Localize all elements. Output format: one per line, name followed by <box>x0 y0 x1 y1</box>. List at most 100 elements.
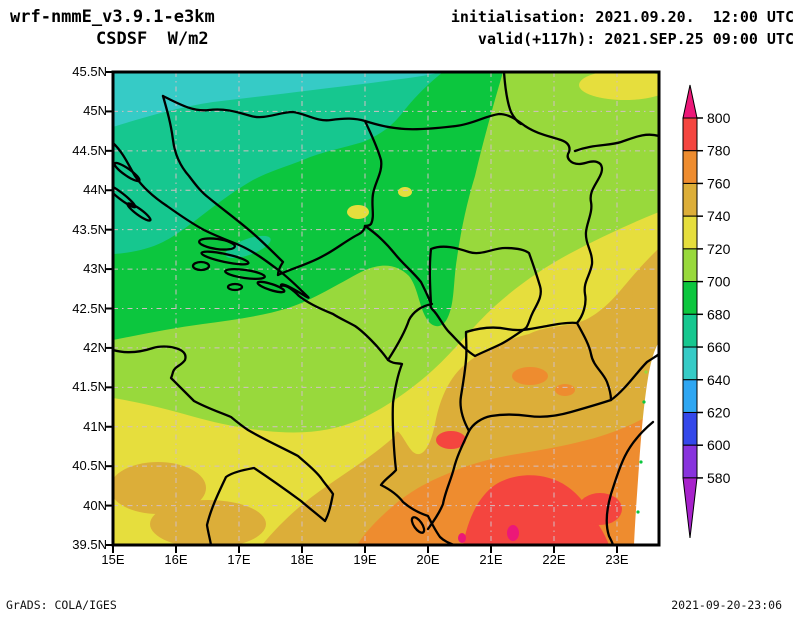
patch-ochre-rightedge <box>632 260 659 332</box>
colorbar-label: 580 <box>707 470 731 486</box>
map-lines <box>113 72 659 545</box>
colorbar-label: 800 <box>707 110 731 126</box>
border-montenegro-bosnia <box>276 224 367 277</box>
colorbar-segment <box>682 379 698 413</box>
colorbar-label: 620 <box>707 404 731 420</box>
colorbar-segment <box>682 248 698 283</box>
lat-label: 45N <box>83 103 107 119</box>
band-640-660 <box>113 72 443 127</box>
lon-label: 21E <box>479 552 503 567</box>
lat-label: 43.5N <box>72 221 107 237</box>
island-lastovo <box>226 282 244 292</box>
lon-label: 15E <box>101 552 125 567</box>
patch-orange-1 <box>512 367 548 385</box>
colorbar-segment <box>682 281 698 315</box>
valid-time: valid(+117h): 2021.SEP.25 09:00 UTC <box>477 30 794 48</box>
coastline-aegean <box>605 420 655 545</box>
border-drina <box>363 119 383 228</box>
lat-label: 41.5N <box>72 379 107 395</box>
variable-title: CSDSF W/m2 <box>96 29 209 49</box>
band-780-800 <box>463 475 609 545</box>
island-vis <box>191 260 211 272</box>
patch-yellow-topright <box>579 72 659 100</box>
colorbar-segment <box>682 117 698 152</box>
patch-red-3 <box>436 431 466 449</box>
lat-label: 44N <box>83 182 107 198</box>
lat-label: 44.5N <box>72 142 107 158</box>
colorbar-segment <box>682 215 698 250</box>
colorbar-label: 780 <box>707 143 731 159</box>
colorbar-label: 680 <box>707 306 731 322</box>
border-croatia-bosnia <box>161 94 285 277</box>
wedge-speck-4 <box>644 370 648 374</box>
wedge-speck-3 <box>636 510 640 514</box>
lon-label: 16E <box>164 552 188 567</box>
border-romania-top <box>502 72 523 126</box>
island-pag <box>113 161 141 183</box>
colorbar-segment <box>682 444 698 479</box>
colorbar-label: 640 <box>707 372 731 388</box>
border-montenegro-albania <box>386 302 434 362</box>
wedge-speck-1 <box>642 400 646 404</box>
colorbar-segment <box>682 150 698 184</box>
lat-label: 43N <box>83 261 107 277</box>
patch-emerald-coast <box>225 235 271 259</box>
coastline-adriatic <box>113 141 456 545</box>
colorbar-segment <box>682 411 698 446</box>
lon-label: 22E <box>542 552 566 567</box>
border-sava-danube <box>161 94 604 325</box>
no-data-wedge <box>634 342 659 545</box>
border-kosovo <box>428 245 542 358</box>
lon-label: 17E <box>227 552 251 567</box>
lat-label: 42N <box>83 339 107 355</box>
colorbar-label: 660 <box>707 339 731 355</box>
island-mljet <box>256 280 286 294</box>
island-korcula <box>224 268 266 280</box>
border-albania-greece <box>426 429 471 531</box>
border-bulgaria-greece <box>609 352 659 402</box>
border-macedonia <box>459 321 613 433</box>
island-hvar <box>200 250 250 266</box>
island-corfu <box>410 516 426 534</box>
colorbar-label: 760 <box>707 175 731 191</box>
colorbar-segment <box>682 313 698 348</box>
colorbar-segment <box>682 346 698 381</box>
lat-label: 40N <box>83 497 107 513</box>
colorbar-arrow-bottom <box>682 477 698 539</box>
colorbar-label: 740 <box>707 208 731 224</box>
island-kornati <box>126 202 152 222</box>
model-title: wrf-nmmE_v3.9.1-e3km <box>10 7 215 27</box>
lat-label: 41N <box>83 418 107 434</box>
border-montenegro-serbia <box>363 224 433 306</box>
patch-red-2 <box>578 493 622 525</box>
map-frame <box>111 70 661 547</box>
lat-label: 40.5N <box>72 458 107 474</box>
lat-label: 45.5N <box>72 64 107 79</box>
patch-orange-2 <box>555 384 575 396</box>
patch-magenta-1 <box>507 525 519 541</box>
colorbar-arrow-top <box>682 84 698 119</box>
colorbar-segment <box>682 182 698 217</box>
footer-grads-credit: GrADS: COLA/IGES <box>6 598 117 612</box>
band-660-680 <box>113 72 443 254</box>
patch-yellow-1 <box>347 205 369 219</box>
patch-yellow-2 <box>398 187 412 197</box>
island-brac <box>198 237 236 251</box>
colorbar-label: 600 <box>707 437 731 453</box>
lon-label: 18E <box>290 552 314 567</box>
lon-label: 20E <box>416 552 440 567</box>
map-plot <box>106 70 661 553</box>
lon-label: 23E <box>605 552 629 567</box>
colorbar-label: 700 <box>707 274 731 290</box>
lat-label: 39.5N <box>72 537 107 552</box>
wedge-speck-2 <box>639 460 643 464</box>
lat-label: 42.5N <box>72 300 107 316</box>
footer-timestamp: 2021-09-20-23:06 <box>671 598 782 612</box>
colorbar: 800 780 760 740 720 700 680 660 640 620 600 580 <box>682 84 731 539</box>
patch-magenta-2 <box>458 533 466 543</box>
border-romania-bulgaria <box>573 133 659 153</box>
init-time: initialisation: 2021.09.20. 12:00 UTC <box>450 8 794 26</box>
patch-ochre-italy-1 <box>113 462 206 514</box>
lon-label: 19E <box>353 552 377 567</box>
